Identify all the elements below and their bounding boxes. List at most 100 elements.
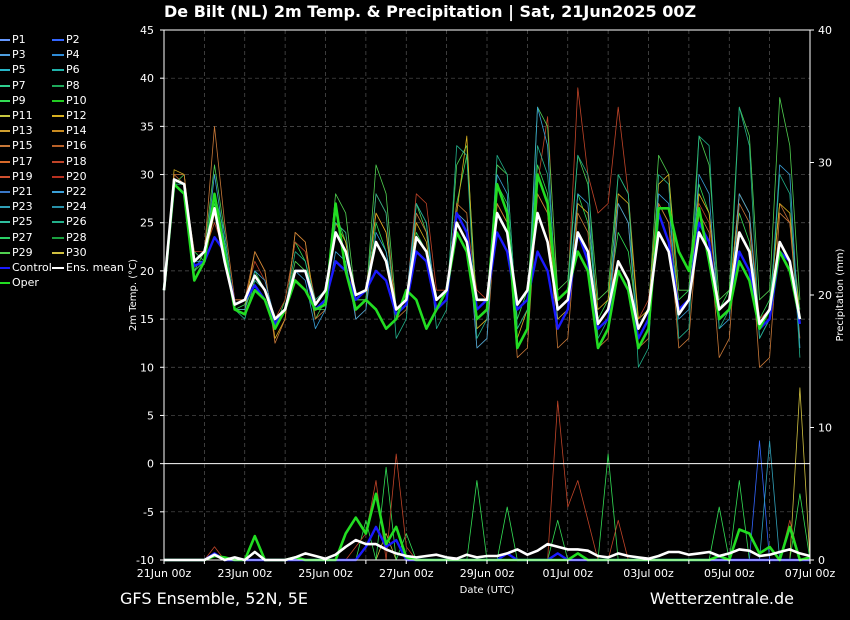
legend-item: P24 — [52, 199, 87, 214]
legend-item: P3 — [0, 47, 26, 62]
legend-item: P21 — [0, 184, 33, 199]
legend-label: P7 — [12, 78, 26, 92]
legend-label: P18 — [66, 154, 87, 168]
x-tick-label: 21Jun 00z — [137, 567, 192, 580]
legend-label: P4 — [66, 48, 80, 62]
legend-swatch — [0, 251, 10, 254]
legend-label: P21 — [12, 185, 33, 198]
legend-label: P25 — [12, 215, 33, 229]
legend-label: P13 — [12, 124, 33, 138]
legend-label: P1 — [12, 33, 26, 46]
legend-item: P7 — [0, 78, 26, 93]
legend-swatch — [0, 69, 10, 72]
legend-item: Control — [0, 260, 52, 275]
legend-swatch — [0, 206, 10, 209]
legend-item: P28 — [52, 230, 87, 245]
legend-swatch — [0, 84, 10, 87]
y-tick-label: 10 — [140, 361, 154, 374]
y2-axis-label: Precipitation (mm) — [835, 248, 846, 341]
temp-lines — [162, 87, 802, 368]
legend-swatch — [52, 191, 64, 193]
legend-label: P19 — [12, 169, 33, 183]
y2-tick-label: 10 — [818, 422, 832, 435]
legend-item: P4 — [52, 47, 80, 62]
legend-item: P30 — [52, 245, 87, 260]
legend-swatch — [0, 99, 10, 102]
legend-swatch — [52, 221, 64, 224]
y-tick-label: 35 — [140, 120, 154, 133]
y2-tick-label: 20 — [818, 289, 832, 302]
legend-label: P17 — [12, 154, 33, 168]
legend-swatch — [52, 115, 64, 117]
legend-item: P13 — [0, 123, 33, 138]
legend-label: P30 — [66, 245, 87, 259]
model-info: GFS Ensemble, 52N, 5E — [120, 589, 308, 608]
legend-label: P12 — [66, 109, 87, 122]
legend-swatch — [52, 236, 64, 239]
legend-item: P1 — [0, 32, 26, 47]
legend-item: P17 — [0, 154, 33, 169]
y-tick-label: 15 — [140, 313, 154, 326]
legend-swatch — [0, 221, 10, 224]
legend-item: P6 — [52, 62, 80, 77]
y-tick-label: 40 — [140, 72, 154, 85]
legend-label: P5 — [12, 63, 26, 77]
site-credit: Wetterzentrale.de — [649, 589, 794, 608]
legend-item: P10 — [52, 93, 87, 108]
legend-swatch — [52, 130, 64, 133]
x-tick-label: 27Jun 00z — [379, 567, 434, 580]
legend-label: P22 — [66, 185, 87, 198]
legend-label: P6 — [66, 63, 80, 77]
legend-label: P24 — [66, 200, 87, 214]
series-line-ens-mean — [162, 178, 802, 331]
y-tick-label: 5 — [147, 409, 154, 422]
x-tick-label: 29Jun 00z — [460, 567, 515, 580]
legend-swatch — [52, 84, 64, 87]
legend-swatch — [0, 191, 10, 193]
axes: -10 -5 0 5 10 15 20 25 30 35 40 45 0 10 20 30 40 21Jun 00… — [136, 24, 835, 580]
x-tick-label: 07Jul 00z — [785, 567, 836, 580]
y-tick-label: 0 — [147, 458, 154, 471]
legend-label: P29 — [12, 245, 33, 259]
legend-item: P14 — [52, 123, 87, 138]
legend-item: P23 — [0, 199, 33, 214]
legend-swatch — [0, 54, 10, 57]
legend-swatch — [52, 267, 64, 269]
legend-swatch — [52, 175, 64, 178]
y2-tick-label: 0 — [818, 554, 825, 567]
legend-item: P19 — [0, 169, 33, 184]
x-axis-label: Date (UTC) — [460, 585, 515, 596]
legend-label: Oper — [12, 276, 39, 290]
legend-label: P20 — [66, 169, 87, 183]
legend-label: P26 — [66, 215, 87, 229]
y-axis-label: 2m Temp. (°C) — [128, 259, 139, 331]
legend-item: P5 — [0, 62, 26, 77]
legend-label: P9 — [12, 93, 26, 107]
legend-label: P3 — [12, 48, 26, 62]
legend-label: P16 — [66, 139, 87, 153]
legend-item: P25 — [0, 214, 33, 229]
y2-tick-label: 40 — [818, 24, 832, 37]
legend-swatch — [0, 130, 10, 133]
legend-swatch — [0, 236, 10, 239]
legend-swatch — [52, 206, 64, 209]
legend-item: P8 — [52, 78, 80, 93]
legend-item: P2 — [52, 32, 80, 47]
legend-item: P11 — [0, 108, 33, 123]
legend-item: P15 — [0, 138, 33, 153]
legend-label: P15 — [12, 139, 33, 153]
legend-item: P9 — [0, 93, 26, 108]
x-tick-label: 23Jun 00z — [218, 567, 273, 580]
legend-swatch — [0, 115, 10, 117]
chart-title: De Bilt (NL) 2m Temp. & Precipitation | … — [164, 2, 697, 21]
legend-item: P22 — [52, 184, 87, 199]
y-tick-label: -10 — [136, 554, 154, 567]
y-tick-label: -5 — [143, 506, 154, 519]
legend-label: P14 — [66, 124, 87, 138]
legend-swatch — [52, 39, 64, 41]
legend-label: Ens. mean — [66, 261, 124, 274]
x-tick-label: 05Jul 00z — [704, 567, 755, 580]
legend-swatch — [52, 160, 64, 163]
